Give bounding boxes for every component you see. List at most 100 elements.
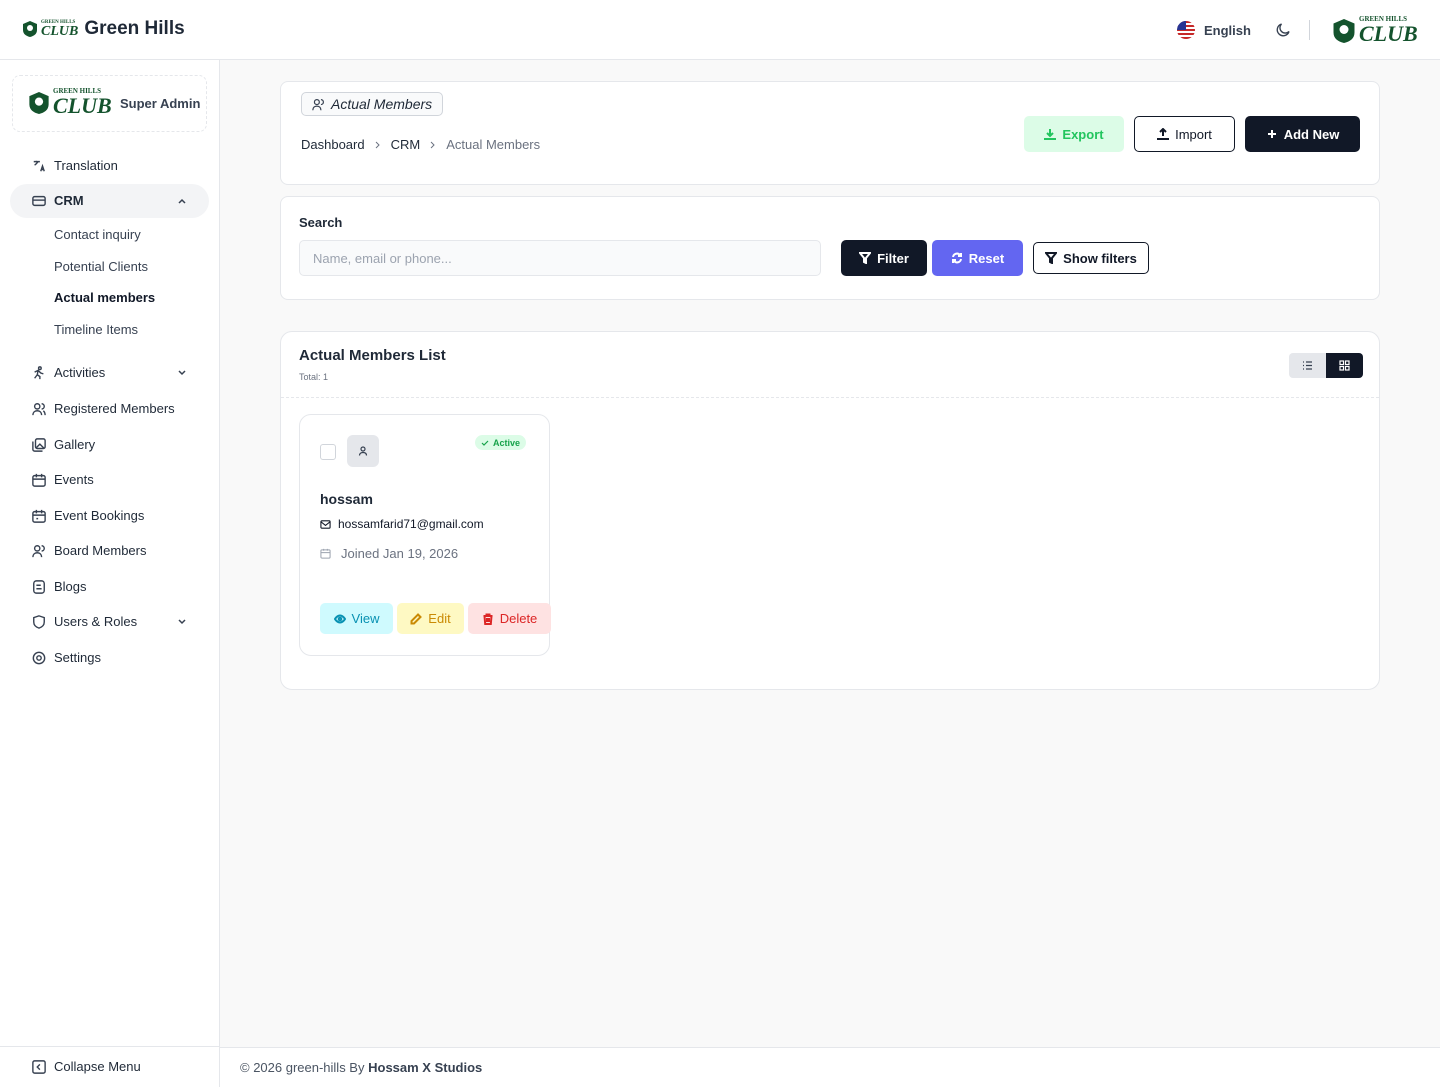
member-name: hossam [320, 491, 373, 507]
menu-label: Settings [54, 650, 101, 665]
search-label: Search [299, 215, 343, 230]
menu-item[interactable]: Blogs [32, 579, 87, 594]
add-new-button[interactable]: Add New [1245, 116, 1360, 152]
grid-view-button[interactable] [1326, 353, 1363, 378]
menu-item[interactable]: Users & Roles [32, 614, 137, 629]
divider [281, 397, 1379, 398]
member-email: hossamfarid71@gmail.com [320, 517, 484, 531]
footer-author[interactable]: Hossam X Studios [368, 1060, 483, 1075]
button-label: Filter [877, 250, 909, 266]
member-card: Active hossam hossamfarid71@gmail.com Jo… [299, 414, 551, 656]
chevron-down [178, 619, 186, 625]
footer-text: © 2026 green-hills By [240, 1060, 365, 1075]
status: Active [493, 437, 521, 448]
collapse-label: Collapse Menu [54, 1059, 141, 1074]
status-badge: Active [475, 435, 527, 450]
menu-label: Gallery [54, 437, 96, 452]
menu-item[interactable]: Board Members [32, 543, 146, 558]
menu-item[interactable]: CRM [32, 193, 84, 208]
menu-item[interactable]: Translation [32, 158, 118, 173]
profile-box: GREEN HILLS CLUB Super Admin [12, 75, 207, 132]
menu-item[interactable]: Activities [32, 365, 105, 380]
menu-label: Blogs [54, 579, 87, 594]
logo-top: GREEN HILLS [1359, 15, 1408, 23]
button-label: Reset [968, 250, 1005, 266]
show-filters-button[interactable]: Show filters [1033, 242, 1149, 274]
menu-label: Users & Roles [54, 614, 138, 629]
menu-label: Registered Members [54, 401, 175, 416]
member-joined: Joined Jan 19, 2026 [320, 546, 458, 561]
menu-item[interactable]: Settings [32, 650, 101, 665]
chevron-down [178, 370, 186, 376]
top-bar: GREEN HILLS CLUB Green Hills English GREE… [0, 0, 1440, 60]
brand-name: Green Hills [84, 18, 185, 39]
list-title: Actual Members List [299, 347, 446, 364]
active-group-bg [10, 184, 209, 218]
menu-label: Events [54, 472, 94, 487]
menu-item[interactable]: Events [32, 472, 94, 487]
language: English [1204, 22, 1251, 38]
page-title-badge: Actual Members [301, 92, 444, 116]
sidebar: GREEN HILLS CLUB Super Admin Translation … [0, 60, 220, 1087]
view-toggle [1289, 353, 1363, 378]
page-title: Actual Members [331, 96, 433, 112]
import-button[interactable]: Import [1134, 116, 1235, 152]
footer: © 2026 green-hills By Hossam X Studios [220, 1047, 1440, 1087]
breadcrumb-item[interactable]: Dashboard [301, 137, 365, 152]
logo: GREEN HILLS CLUB [22, 20, 78, 39]
edit-button[interactable]: Edit [397, 603, 464, 634]
delete-button[interactable]: Delete [468, 603, 551, 634]
avatar [347, 435, 379, 467]
button-label: Show filters [1063, 250, 1137, 266]
language-switch[interactable]: English [1177, 21, 1251, 39]
menu-item[interactable]: Registered Members [32, 401, 175, 416]
divider [0, 1046, 219, 1047]
select-checkbox[interactable] [320, 444, 336, 460]
role: Super Admin [120, 96, 201, 111]
button-label: Add New [1283, 126, 1340, 142]
menu-label: Translation [54, 158, 118, 173]
breadcrumb: Dashboard CRM Actual Members [301, 137, 540, 152]
menu-label: CRM [54, 193, 84, 208]
submenu-item[interactable]: Timeline Items [54, 322, 139, 337]
breadcrumb-item[interactable]: CRM [390, 137, 421, 152]
search-panel: Search Name, email or phone... Filter Re… [280, 196, 1380, 300]
page-header: Actual Members Dashboard CRM Actual Memb… [280, 81, 1380, 185]
logo: GREEN HILLS CLUB [28, 88, 112, 117]
chevron-up [178, 198, 186, 204]
logo-bottom: CLUB [41, 23, 79, 39]
search-input[interactable]: Name, email or phone... [299, 240, 821, 276]
logo-top: GREEN HILLS [53, 87, 102, 95]
export-button[interactable]: Export [1024, 116, 1124, 152]
submenu-item[interactable]: Potential Clients [54, 259, 148, 274]
collapse-menu[interactable]: Collapse Menu [32, 1059, 141, 1074]
list-view-button[interactable] [1289, 353, 1326, 378]
reset-button[interactable]: Reset [932, 240, 1023, 276]
brand[interactable]: GREEN HILLS CLUB Green Hills [22, 18, 185, 40]
menu-label: Board Members [54, 543, 147, 558]
menu-item[interactable]: Event Bookings [32, 508, 144, 523]
filter-button[interactable]: Filter [841, 240, 927, 276]
button-label: Import [1175, 126, 1212, 142]
menu-label: Event Bookings [54, 508, 145, 523]
button-label: Export [1062, 126, 1104, 142]
menu-item[interactable]: Gallery [32, 437, 95, 452]
members-list: Actual Members List Total: 1 Active hoss… [280, 331, 1380, 690]
list-total: Total: 1 [299, 372, 329, 382]
breadcrumb-current: Actual Members [446, 137, 541, 152]
button-label: View [351, 611, 380, 626]
submenu-item[interactable]: Contact inquiry [54, 227, 141, 242]
logo-bottom: CLUB [1359, 21, 1418, 46]
email: hossamfarid71@gmail.com [338, 517, 484, 531]
view-button[interactable]: View [320, 603, 393, 634]
submenu-item-active[interactable]: Actual members [54, 290, 156, 305]
button-label: Edit [428, 611, 451, 626]
theme-toggle[interactable] [1274, 21, 1292, 39]
logo-bottom: CLUB [53, 93, 112, 118]
menu-label: Activities [54, 365, 106, 380]
logo-top: GREEN HILLS [41, 19, 76, 25]
logo: GREEN HILLS CLUB [1332, 16, 1418, 45]
joined: Joined Jan 19, 2026 [341, 546, 459, 561]
